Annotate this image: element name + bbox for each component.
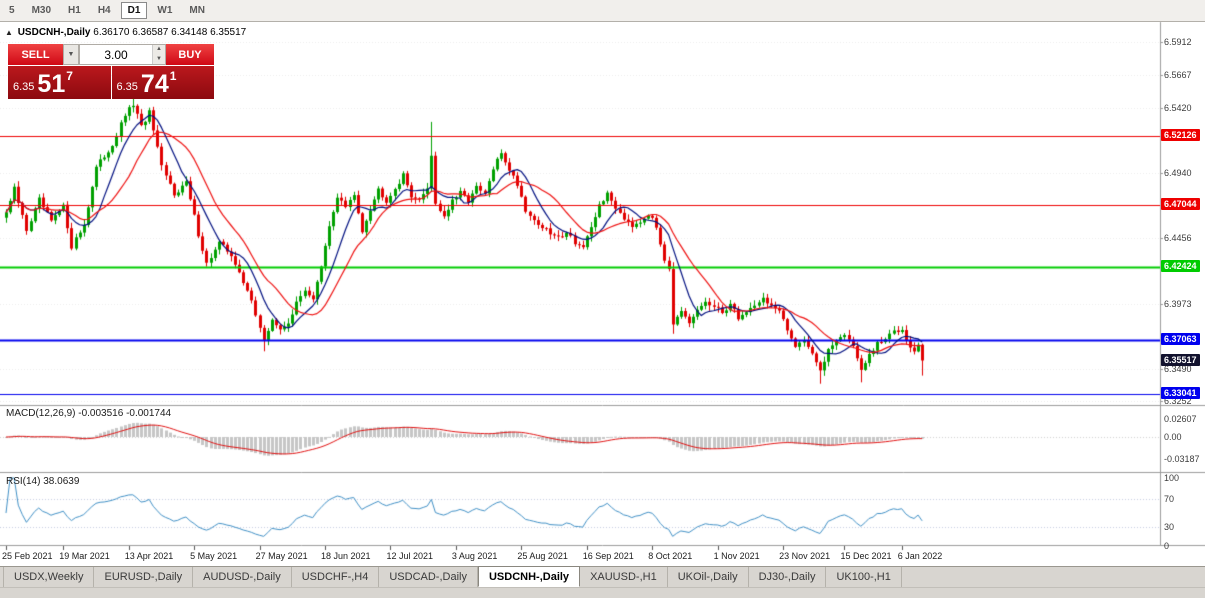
chart-tab-eurusd-daily[interactable]: EURUSD-,Daily	[94, 567, 194, 587]
volume-spinner-up-icon[interactable]: ▲	[153, 45, 165, 55]
buy-price-big-digits: 74	[140, 70, 169, 98]
chart-tab-xauusd-h1[interactable]: XAUUSD-,H1	[580, 567, 668, 587]
chart-tab-usdcnh-daily[interactable]: USDCNH-,Daily	[477, 566, 581, 587]
chart-tab-dj30-daily[interactable]: DJ30-,Daily	[749, 567, 827, 587]
chevron-down-icon: ▼	[67, 51, 75, 58]
timeframe-button-d1[interactable]: D1	[120, 2, 148, 19]
ohlc-low: 6.34148	[171, 27, 208, 38]
buy-price-pipette: 1	[169, 69, 177, 83]
timeframe-button-mn[interactable]: MN	[189, 5, 205, 16]
ohlc-open: 6.36170	[93, 27, 130, 38]
chart-symbol-period: USDCNH-,Daily	[17, 27, 91, 38]
sell-price-prefix: 6.35	[13, 81, 35, 93]
volume-spinner: ▲ ▼	[152, 45, 165, 64]
buy-button[interactable]: BUY	[166, 44, 214, 65]
rsi-indicator-label: RSI(14) 38.0639	[6, 476, 79, 487]
volume-dropdown-button[interactable]: ▼	[63, 44, 79, 65]
ohlc-high: 6.36587	[132, 27, 169, 38]
sell-button[interactable]: SELL	[8, 44, 63, 65]
timeframe-button-5[interactable]: 5	[9, 5, 15, 16]
rsi-value: 38.0639	[43, 476, 80, 487]
chart-tab-bar: USDX,Weekly EURUSD-,Daily AUDUSD-,Daily USD…	[0, 566, 1205, 587]
chart-tab-audusd-daily[interactable]: AUDUSD-,Daily	[193, 567, 292, 587]
chart-tab-uk100-h1[interactable]: UK100-,H1	[826, 567, 902, 587]
chart-title: ▲ USDCNH-,Daily 6.36170 6.36587 6.34148 …	[5, 27, 246, 38]
sell-price-big-digits: 51	[37, 70, 66, 98]
chart-tab-ukoil-daily[interactable]: UKOil-,Daily	[668, 567, 749, 587]
timeframe-toolbar: 5 M30 H1 H4 D1 W1 MN	[0, 0, 1205, 22]
sell-price-pipette: 7	[66, 69, 73, 83]
macd-main-value: -0.003516	[78, 408, 124, 419]
timeframe-button-h1[interactable]: H1	[68, 5, 81, 16]
chart-tab-usdcad-daily[interactable]: USDCAD-,Daily	[379, 567, 478, 587]
one-click-trading-panel: SELL ▼ ▲ ▼ BUY 6.35 51 7 6.35 74 1	[8, 44, 214, 99]
timeframe-button-m30[interactable]: M30	[31, 5, 52, 16]
timeframe-button-h4[interactable]: H4	[97, 5, 111, 16]
sell-price-display[interactable]: 6.35 51 7	[8, 66, 111, 99]
macd-indicator-label: MACD(12,26,9) -0.003516 -0.001744	[6, 408, 171, 419]
volume-field: ▲ ▼	[79, 44, 166, 65]
buy-price-display[interactable]: 6.35 74 1	[111, 66, 214, 99]
buy-price-prefix: 6.35	[116, 81, 138, 93]
status-bar	[0, 587, 1205, 598]
rsi-name: RSI(14)	[6, 476, 41, 487]
chart-tab-usdchf-h4[interactable]: USDCHF-,H4	[292, 567, 380, 587]
volume-input[interactable]	[80, 45, 152, 64]
timeframe-button-w1[interactable]: W1	[157, 5, 173, 16]
macd-signal-value: -0.001744	[126, 408, 172, 419]
volume-spinner-down-icon[interactable]: ▼	[153, 54, 165, 64]
ohlc-close: 6.35517	[210, 27, 247, 38]
chart-tab-usdx-weekly[interactable]: USDX,Weekly	[3, 567, 95, 587]
macd-name: MACD(12,26,9)	[6, 408, 76, 419]
chart-window-icon: ▲	[5, 28, 13, 37]
